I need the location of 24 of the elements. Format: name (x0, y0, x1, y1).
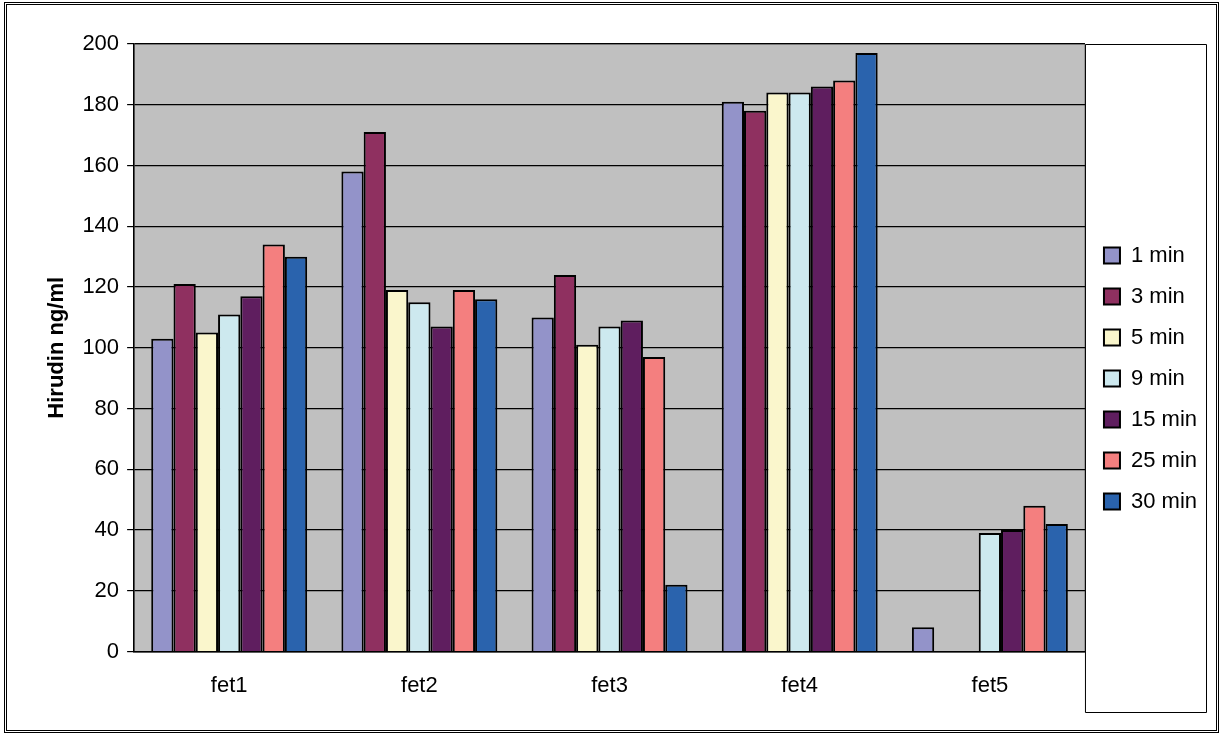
y-tick-label: 60 (94, 455, 120, 481)
y-tick-label: 200 (82, 30, 120, 56)
legend-label: 1 min (1130, 241, 1185, 267)
y-axis-title: Hirudin ng/ml (43, 276, 69, 419)
legend-label: 25 min (1130, 446, 1198, 472)
legend-label: 3 min (1130, 282, 1185, 308)
legend-label: 15 min (1130, 405, 1198, 431)
x-tick-label: fet5 (971, 671, 1009, 697)
y-tick-label: 0 (106, 637, 120, 663)
y-tick-label: 20 (94, 576, 120, 602)
legend-label: 9 min (1130, 364, 1185, 390)
y-tick-label: 40 (94, 516, 120, 542)
y-tick-label: 120 (82, 273, 120, 299)
y-tick-label: 140 (82, 212, 120, 238)
y-tick-label: 180 (82, 90, 120, 116)
legend-label: 5 min (1130, 323, 1185, 349)
y-tick-label: 100 (82, 333, 120, 359)
x-tick-label: fet3 (591, 671, 628, 697)
y-tick-label: 80 (94, 394, 120, 420)
x-tick-label: fet2 (401, 671, 438, 697)
x-tick-label: fet4 (781, 671, 819, 697)
y-tick-label: 160 (82, 151, 120, 177)
legend-label: 30 min (1130, 487, 1198, 513)
x-tick-label: fet1 (210, 671, 248, 697)
